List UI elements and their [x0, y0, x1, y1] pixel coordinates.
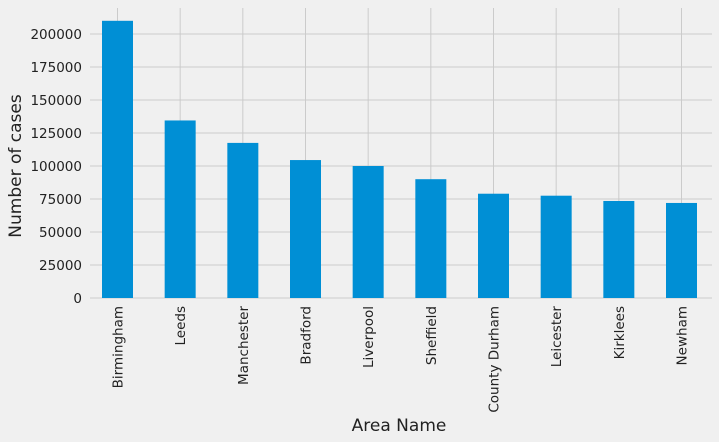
bar	[102, 20, 133, 299]
bar	[415, 179, 447, 298]
bar	[478, 193, 509, 298]
y-tick-label: 150000	[30, 93, 82, 109]
bar	[227, 142, 259, 298]
bar	[540, 195, 572, 298]
bar	[164, 120, 196, 299]
x-tick-label: County Durham	[487, 306, 503, 413]
bar	[603, 200, 635, 298]
bar	[352, 166, 384, 298]
y-tick-label: 200000	[30, 27, 82, 43]
x-tick-label: Newham	[675, 306, 691, 365]
bar	[666, 202, 697, 298]
x-axis-label: Area Name	[352, 416, 447, 436]
y-tick-label: 175000	[30, 60, 82, 76]
y-tick-label: 0	[73, 291, 82, 307]
y-tick-label: 125000	[30, 126, 82, 142]
x-tick-label: Kirklees	[612, 306, 628, 359]
y-tick-labels: 0 25000 50000 75000 100000 125000 150000 175000…	[30, 27, 82, 307]
bars	[102, 20, 697, 299]
x-tick-label: Birmingham	[111, 306, 127, 388]
x-tick-label: Leicester	[549, 306, 565, 368]
x-tick-label: Liverpool	[361, 306, 377, 368]
y-tick-label: 75000	[39, 192, 82, 208]
y-tick-label: 100000	[30, 159, 82, 175]
x-tick-label: Manchester	[236, 306, 252, 385]
y-tick-label: 25000	[39, 258, 82, 274]
x-tick-label: Bradford	[299, 306, 315, 365]
y-tick-label: 50000	[39, 225, 82, 241]
y-axis-label: Number of cases	[6, 94, 26, 238]
x-tick-labels: Birmingham Leeds Manchester Bradford Liverpo…	[111, 306, 691, 413]
bar	[290, 160, 321, 298]
x-tick-label: Leeds	[173, 306, 189, 346]
x-tick-label: Sheffield	[424, 306, 440, 365]
